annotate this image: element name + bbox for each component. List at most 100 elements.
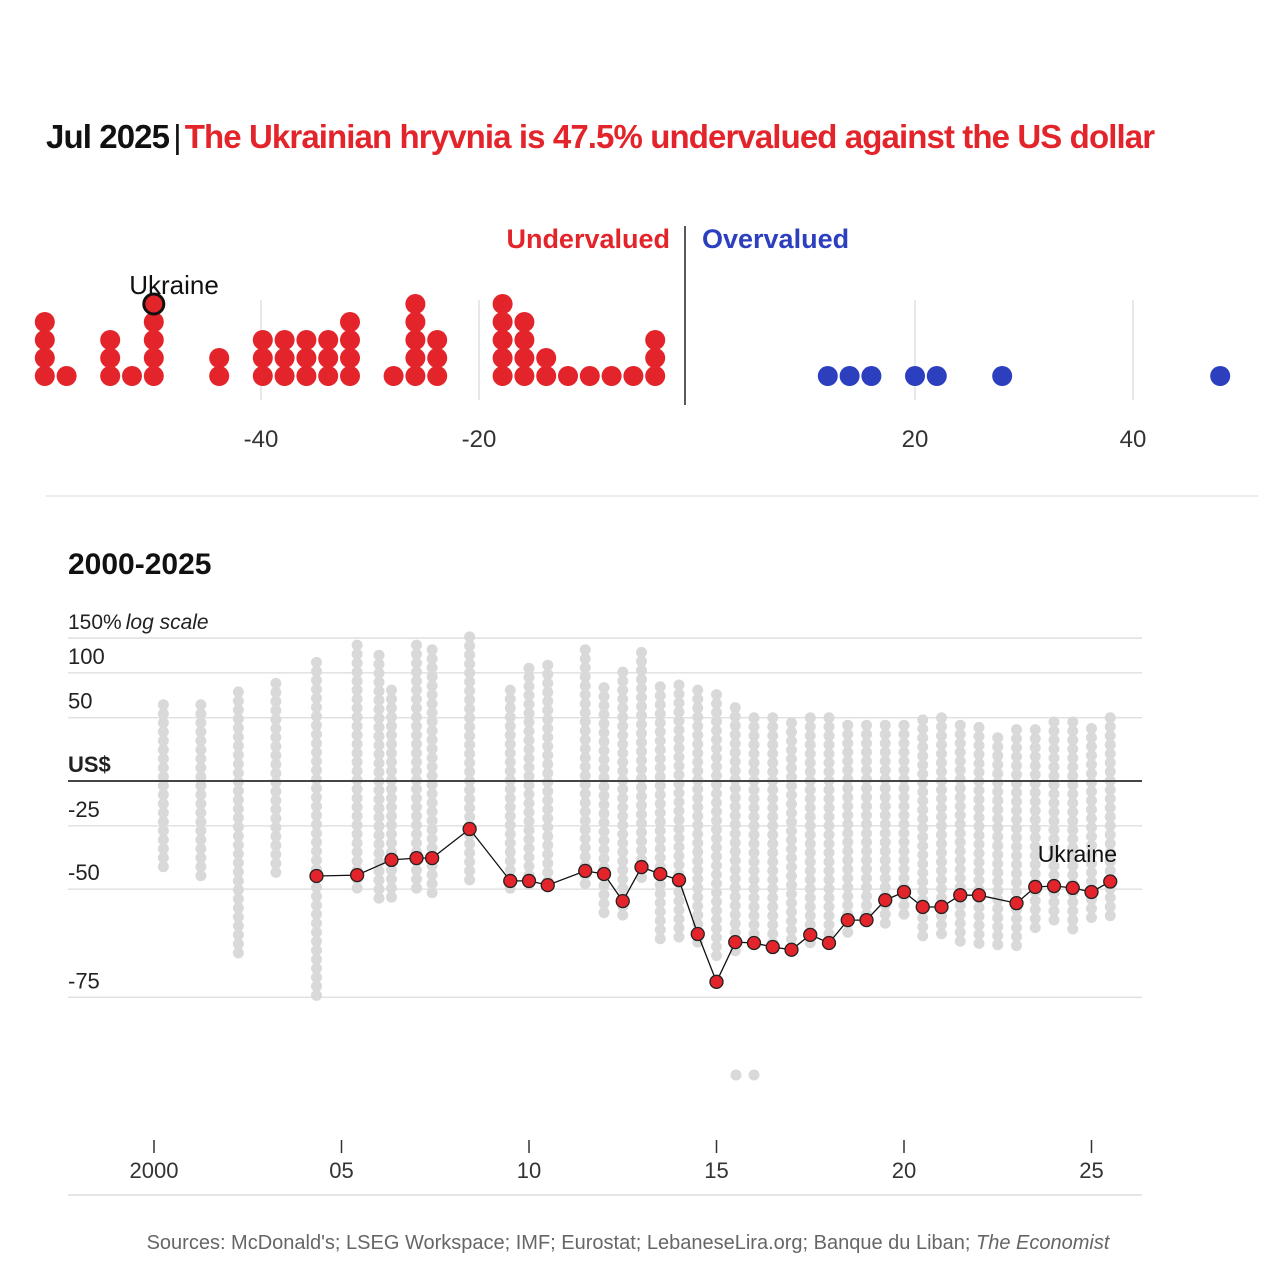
- other-country-dot: [1048, 716, 1060, 728]
- other-country-dot: [579, 851, 591, 863]
- other-country-dot: [879, 746, 891, 758]
- other-country-dot: [1086, 804, 1097, 816]
- other-country-dot: [973, 829, 985, 841]
- other-country-dot: [729, 711, 741, 723]
- undervalued-country-dot: [383, 366, 404, 386]
- other-country-dot: [1011, 787, 1022, 799]
- other-country-dot: [992, 759, 1004, 771]
- other-country-dot: [636, 646, 647, 658]
- ukraine-data-point: [1103, 874, 1118, 889]
- other-country-dot: [232, 875, 244, 887]
- other-country-dot: [973, 721, 985, 733]
- other-country-dot: [1048, 905, 1060, 917]
- other-country-dot: [673, 742, 685, 754]
- other-country-dot: [411, 738, 422, 750]
- other-country-dot: [1029, 769, 1041, 781]
- other-country-dot: [879, 863, 891, 875]
- other-country-dot: [711, 824, 722, 836]
- undervalued-country-dot: [514, 330, 535, 350]
- other-country-dot: [842, 872, 854, 884]
- other-country-dot: [729, 837, 741, 849]
- overvalued-country-dot: [926, 366, 947, 386]
- other-country-dot: [692, 909, 704, 921]
- other-country-dot: [673, 832, 685, 844]
- other-country-dot: [636, 754, 647, 766]
- other-country-dot: [598, 691, 610, 703]
- other-country-dot: [842, 719, 854, 731]
- undervalued-country-dot: [405, 294, 426, 314]
- other-country-dot: [861, 818, 872, 830]
- other-country-dot: [157, 789, 169, 801]
- other-country-dot: [464, 694, 476, 706]
- other-country-dot: [954, 845, 966, 857]
- other-country-dot: [311, 719, 322, 731]
- other-country-dot: [386, 828, 397, 840]
- other-country-dot: [411, 756, 422, 768]
- other-country-dot: [523, 743, 535, 755]
- other-country-dot: [879, 737, 891, 749]
- other-country-dot: [1011, 841, 1022, 853]
- undervalued-country-dot: [122, 366, 142, 386]
- other-country-dot: [823, 838, 835, 850]
- other-country-dot: [917, 813, 929, 825]
- other-country-dot: [636, 718, 647, 730]
- other-country-dot: [729, 927, 741, 939]
- other-country-dot: [1104, 739, 1116, 751]
- other-country-dot: [954, 917, 966, 929]
- other-country-dot: [1011, 931, 1022, 943]
- other-country-dot: [673, 859, 685, 871]
- other-country-dot: [157, 798, 169, 810]
- other-country-dot: [786, 933, 797, 945]
- other-country-dot: [654, 915, 666, 927]
- other-country-dot: [842, 791, 854, 803]
- other-country-dot: [748, 838, 760, 850]
- other-country-dot: [861, 890, 872, 902]
- other-country-dot: [195, 843, 207, 855]
- other-country-dot: [786, 744, 797, 756]
- other-country-dot: [311, 881, 322, 893]
- other-country-dot: [311, 935, 322, 947]
- other-country-dot: [636, 781, 647, 793]
- other-country-dot: [373, 892, 385, 904]
- other-country-dot: [654, 933, 666, 945]
- other-country-dot: [617, 801, 629, 813]
- other-country-dot: [973, 937, 985, 949]
- other-country-dot: [1011, 850, 1022, 862]
- other-country-dot: [767, 901, 779, 913]
- other-country-dot: [917, 912, 929, 924]
- other-country-dot: [636, 673, 647, 685]
- other-country-dot: [195, 699, 207, 711]
- other-country-dot: [786, 843, 797, 855]
- undervalued-country-dot: [34, 330, 55, 350]
- ukraine-highlight-dot: [142, 292, 166, 316]
- other-country-dot: [748, 847, 760, 859]
- other-country-dot: [954, 872, 966, 884]
- other-country-dot: [898, 863, 910, 875]
- other-country-dot: [426, 716, 438, 728]
- other-country-dot: [311, 917, 322, 929]
- y-tick-labels: 100 50 US$ -25 -50 -75: [68, 644, 111, 993]
- undervalued-country-dot: [645, 366, 666, 386]
- other-country-dot: [786, 834, 797, 846]
- other-country-dot: [786, 807, 797, 819]
- other-country-dot: [898, 737, 910, 749]
- other-country-dot: [617, 729, 629, 741]
- other-country-dot: [426, 644, 438, 656]
- other-country-dot: [579, 833, 591, 845]
- other-country-dot: [786, 816, 797, 828]
- other-country-dot: [617, 855, 629, 867]
- section-title: 2000-2025: [68, 548, 211, 581]
- other-country-dot: [1011, 868, 1022, 880]
- other-country-dot: [617, 747, 629, 759]
- other-country-dot: [786, 870, 797, 882]
- other-country-dot: [1029, 787, 1041, 799]
- other-country-dot: [767, 793, 779, 805]
- other-country-dot: [157, 717, 169, 729]
- other-country-dot: [973, 874, 985, 886]
- other-country-dot: [373, 667, 385, 679]
- other-country-dot: [373, 739, 385, 751]
- other-country-dot: [598, 835, 610, 847]
- other-country-dot: [729, 846, 741, 858]
- other-country-dot: [523, 734, 535, 746]
